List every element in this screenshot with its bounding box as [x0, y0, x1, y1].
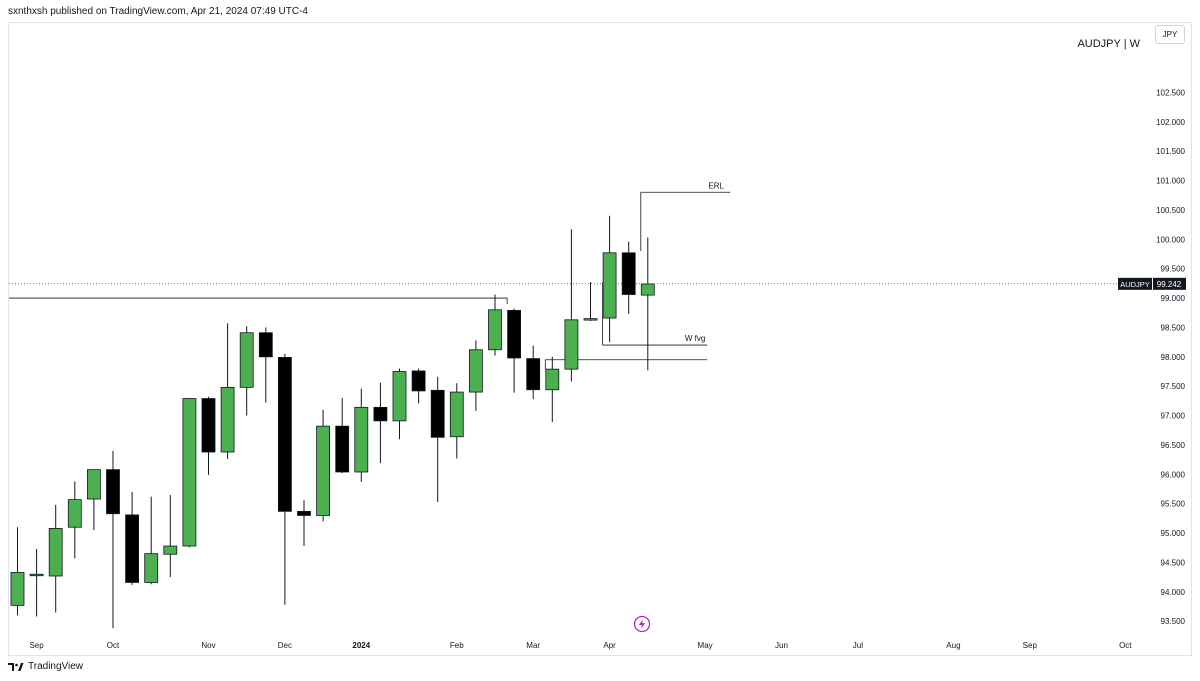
candle-body	[488, 309, 502, 351]
symbol-tag-label: AUDJPY	[1120, 280, 1150, 289]
x-tick-label: Mar	[526, 641, 540, 650]
candle-body	[621, 252, 636, 295]
candle-body	[239, 332, 254, 388]
publish-info: sxnthxsh published on TradingView.com, A…	[8, 6, 308, 17]
candle-body	[335, 425, 350, 473]
candle-body	[144, 553, 159, 583]
candle-body	[87, 469, 101, 500]
candle-body	[277, 357, 292, 512]
candle-body	[583, 318, 598, 321]
candle-body	[430, 389, 445, 438]
symbol-title: AUDJPY | W	[1077, 38, 1140, 50]
x-tick-label: Sep	[1023, 641, 1038, 650]
candle-body	[125, 514, 139, 583]
y-tick-label: 100.500	[1156, 206, 1185, 215]
y-tick-label: 94.000	[1161, 588, 1186, 597]
candle-body	[373, 406, 388, 422]
candle-body	[640, 283, 655, 296]
candle-body	[354, 406, 369, 473]
erl-label: ERL	[708, 181, 724, 190]
fvg-label: W fvg	[685, 334, 705, 343]
x-tick-label: Oct	[107, 641, 120, 650]
y-tick-label: 98.500	[1161, 323, 1186, 332]
candle-body	[468, 349, 483, 393]
chart-frame: 102.500 102.000 101.500 101.000 100.500 100.0…	[8, 22, 1192, 656]
candle-body	[602, 252, 617, 319]
last-price-box	[1153, 277, 1186, 290]
y-tick-label: 98.000	[1161, 353, 1186, 362]
candle-body	[67, 499, 82, 528]
candle-body	[48, 528, 63, 577]
x-tick-label: 2024	[352, 641, 370, 650]
tradingview-logo-icon	[8, 662, 24, 671]
candle-body	[258, 332, 273, 358]
y-tick-label: 94.500	[1161, 558, 1186, 567]
currency-button[interactable]: JPY	[1155, 25, 1185, 44]
y-tick-label: 97.500	[1161, 382, 1186, 391]
candle-body	[182, 398, 197, 547]
footer-brand[interactable]: TradingView	[8, 661, 83, 672]
candle-body	[163, 545, 178, 555]
footer-brand-label: TradingView	[28, 661, 84, 672]
candle-body	[449, 391, 464, 438]
candle-body	[564, 319, 579, 370]
y-tick-label: 101.000	[1156, 177, 1185, 186]
x-tick-label: Jun	[775, 641, 788, 650]
candle-body	[297, 510, 311, 516]
y-tick-label: 100.000	[1156, 235, 1185, 244]
x-tick-label: Apr	[603, 641, 616, 650]
symbol-tag-box	[1118, 277, 1152, 290]
y-tick-label: 99.500	[1161, 265, 1186, 274]
x-tick-label: Oct	[1119, 641, 1132, 650]
candle-body	[411, 370, 426, 392]
candle-body	[392, 371, 407, 422]
y-tick-label: 93.500	[1161, 617, 1186, 626]
x-tick-label: Sep	[29, 641, 44, 650]
lightning-icon-bolt	[639, 619, 645, 629]
candle-body	[106, 469, 120, 515]
y-tick-label: 102.500	[1156, 88, 1185, 97]
y-tick-label: 96.500	[1161, 441, 1186, 450]
candle-body	[316, 425, 331, 516]
x-tick-label: May	[698, 641, 713, 650]
candle-body	[220, 386, 235, 453]
candle-body	[545, 368, 560, 391]
x-tick-label: Nov	[201, 641, 215, 650]
x-tick-label: Jul	[853, 641, 863, 650]
y-tick-label: 102.000	[1156, 118, 1185, 127]
y-tick-label: 97.000	[1161, 412, 1186, 421]
candle-body	[507, 309, 522, 359]
y-tick-label: 99.000	[1161, 294, 1186, 303]
x-tick-label: Aug	[946, 641, 960, 650]
x-tick-label: Feb	[450, 641, 464, 650]
candlestick-chart[interactable]: 102.500 102.000 101.500 101.000 100.500 100.0…	[9, 23, 1193, 657]
x-tick-label: Dec	[278, 641, 292, 650]
y-tick-label: 101.500	[1156, 147, 1185, 156]
candle-body	[201, 398, 216, 453]
candle-body	[10, 572, 25, 606]
y-tick-label: 95.500	[1161, 500, 1186, 509]
candle-body	[526, 358, 541, 391]
candle-body	[29, 573, 44, 577]
y-tick-label: 95.000	[1161, 529, 1186, 538]
y-tick-label: 96.000	[1161, 470, 1186, 479]
last-price-label: 99.242	[1157, 280, 1182, 289]
